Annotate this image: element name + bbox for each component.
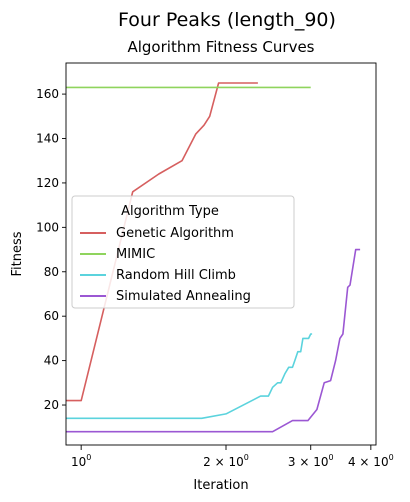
legend-entries: Genetic Algorithm MIMIC Random Hill Climb S… xyxy=(80,226,251,304)
x-tick-label: 3 × 100 xyxy=(288,453,334,469)
legend-label: Genetic Algorithm xyxy=(116,226,234,241)
y-tick-label: 120 xyxy=(36,176,59,190)
y-tick-label: 60 xyxy=(44,309,59,323)
series-line-random-hill-climb xyxy=(66,333,313,420)
legend-label: Simulated Annealing xyxy=(116,289,251,304)
y-tick-label: 100 xyxy=(36,220,59,234)
plot-frame xyxy=(65,62,377,446)
y-tick-label: 20 xyxy=(44,398,59,412)
chart-suptitle: Four Peaks (length_90) xyxy=(118,9,336,31)
legend-label: MIMIC xyxy=(116,247,155,262)
chart-title: Algorithm Fitness Curves xyxy=(127,38,314,56)
x-axis-label: Iteration xyxy=(193,478,248,493)
series-line-simulated-annealing xyxy=(66,248,361,433)
legend-box xyxy=(71,195,295,309)
x-tick-label: 100 xyxy=(71,453,91,469)
x-tick-label: 2 × 100 xyxy=(203,453,249,469)
x-tick-label: 4 × 100 xyxy=(348,453,394,469)
y-tick-label: 140 xyxy=(36,132,59,146)
y-axis-label: Fitness xyxy=(10,231,25,276)
legend: Algorithm Type Genetic Algorithm MIMIC Ran… xyxy=(71,195,295,309)
y-tick-label: 80 xyxy=(44,265,59,279)
y-tick-label: 40 xyxy=(44,354,59,368)
legend-title: Algorithm Type xyxy=(121,204,219,219)
y-axis: 20 40 60 80 100 120 140 160 xyxy=(36,87,66,412)
x-axis: 100 2 × 100 3 × 100 4 × 100 xyxy=(71,445,394,469)
legend-label: Random Hill Climb xyxy=(116,268,236,283)
y-tick-label: 160 xyxy=(36,87,59,101)
